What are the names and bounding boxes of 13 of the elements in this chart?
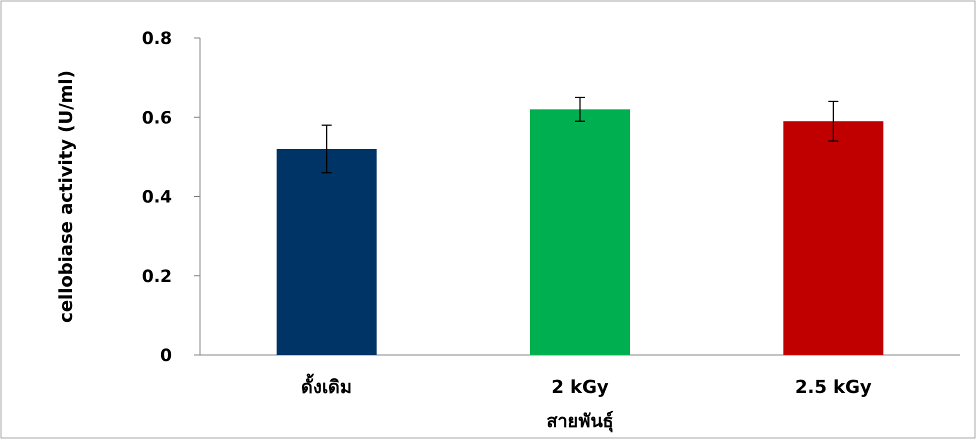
y-tick-label: 0.8 bbox=[142, 29, 172, 49]
x-tick-label: ดั้งเดิม bbox=[301, 373, 352, 398]
x-tick-label: 2.5 kGy bbox=[795, 377, 872, 398]
y-tick-label: 0.4 bbox=[142, 188, 172, 208]
bar bbox=[530, 109, 630, 355]
bar bbox=[783, 121, 884, 355]
y-tick-label: 0.2 bbox=[142, 266, 172, 287]
x-axis-title: สายพันธุ์ bbox=[546, 410, 614, 433]
y-tick-label: 0 bbox=[160, 346, 172, 366]
y-axis-title: cellobiase activity (U/ml) bbox=[56, 70, 77, 323]
y-tick-label: 0.6 bbox=[142, 108, 172, 128]
bar bbox=[276, 148, 377, 355]
x-tick-label: 2 kGy bbox=[551, 377, 609, 398]
